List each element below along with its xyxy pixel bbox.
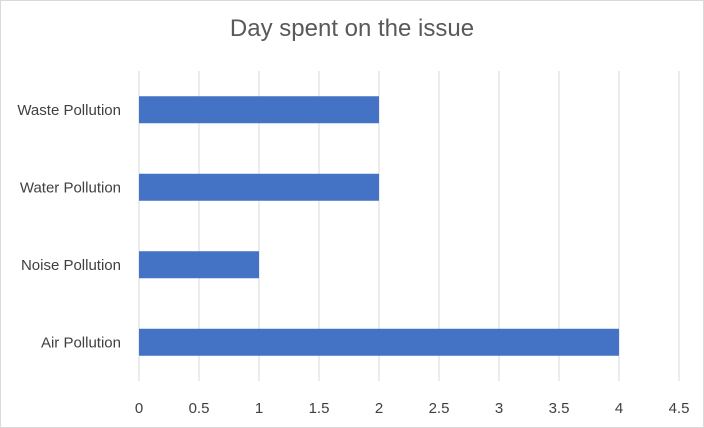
x-tick-label: 3.5	[549, 400, 570, 417]
bar	[139, 96, 379, 124]
x-tick-label: 2.5	[429, 400, 450, 417]
x-tick-label: 0.5	[189, 400, 210, 417]
x-tick-label: 3	[495, 400, 503, 417]
x-tick-label: 1	[255, 400, 263, 417]
x-tick-label: 4.5	[669, 400, 690, 417]
y-category-label: Water Pollution	[20, 179, 121, 196]
y-category-label: Waste Pollution	[17, 102, 121, 119]
x-tick-label: 1.5	[309, 400, 330, 417]
bar	[139, 328, 619, 356]
y-category-label: Air Pollution	[41, 334, 121, 351]
bar	[139, 251, 259, 279]
x-tick-label: 0	[135, 400, 143, 417]
x-tick-label: 4	[615, 400, 623, 417]
chart-title: Day spent on the issue	[229, 15, 475, 42]
y-category-label: Noise Pollution	[21, 257, 121, 274]
bar	[139, 173, 379, 201]
x-tick-label: 2	[375, 400, 383, 417]
